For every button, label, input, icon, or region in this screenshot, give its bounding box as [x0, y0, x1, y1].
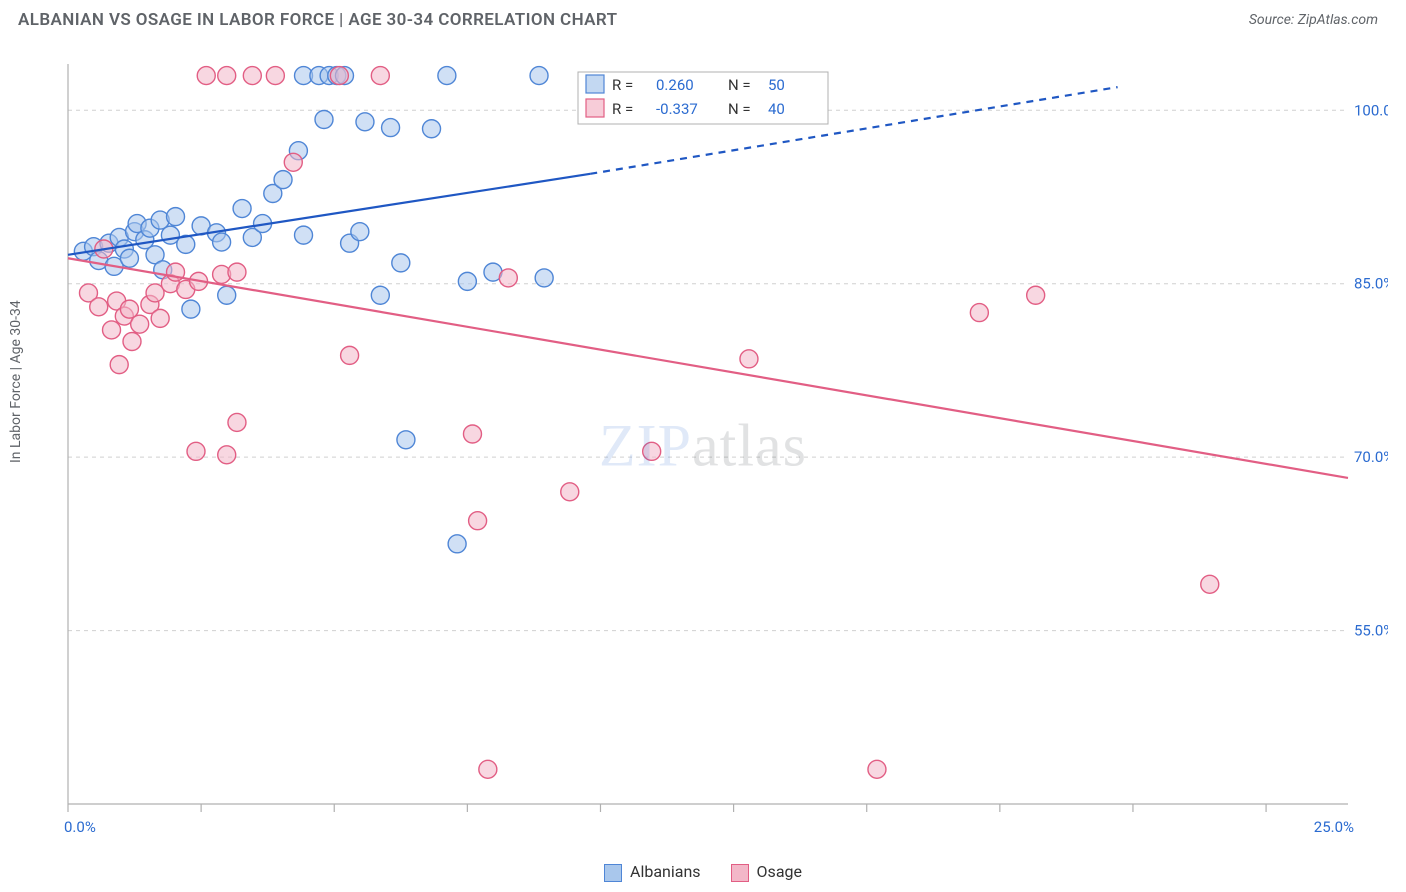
y-axis-label: In Labor Force | Age 30-34: [8, 300, 24, 463]
chart-container: In Labor Force | Age 30-34 ZIPatlas 55.0…: [18, 44, 1388, 882]
legend-item: Albanians: [604, 862, 701, 882]
footer-legend: Albanians Osage: [18, 862, 1388, 882]
svg-text:85.0%: 85.0%: [1354, 275, 1388, 293]
svg-text:25.0%: 25.0%: [1314, 818, 1354, 836]
svg-text:0.260: 0.260: [656, 76, 694, 94]
svg-text:50: 50: [768, 76, 785, 94]
svg-text:N =: N =: [728, 100, 751, 118]
source-attribution: Source: ZipAtlas.com: [1249, 12, 1378, 28]
svg-text:N =: N =: [728, 76, 751, 94]
svg-text:-0.337: -0.337: [656, 100, 698, 118]
svg-text:40: 40: [768, 100, 785, 118]
svg-text:R =: R =: [612, 76, 633, 94]
scatter-chart: 55.0% 70.0% 85.0% 100.0% 0.0% 25.0% R = 0.260 N …: [18, 44, 1388, 844]
svg-text:100.0%: 100.0%: [1354, 101, 1388, 119]
svg-text:0.0%: 0.0%: [64, 818, 96, 836]
svg-text:70.0%: 70.0%: [1354, 448, 1388, 466]
page-title: ALBANIAN VS OSAGE IN LABOR FORCE | AGE 3…: [18, 10, 617, 30]
svg-text:55.0%: 55.0%: [1354, 622, 1388, 640]
svg-text:R =: R =: [612, 100, 633, 118]
legend-item: Osage: [731, 862, 802, 882]
